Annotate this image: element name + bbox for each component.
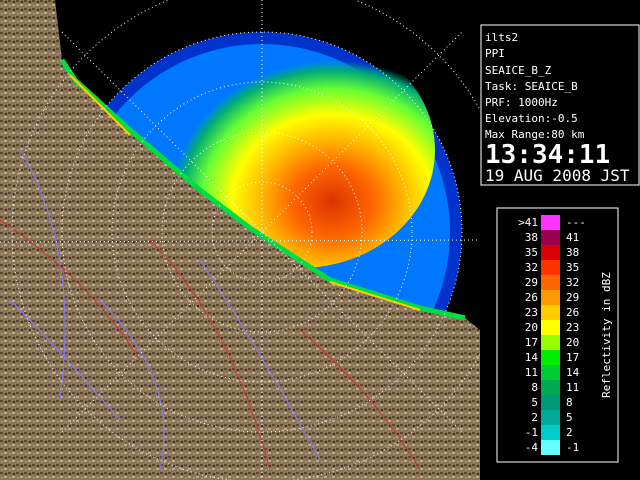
legend-swatch [541, 290, 560, 305]
legend-high: 29 [566, 291, 579, 304]
product: SEAICE_B_Z [485, 64, 552, 77]
elevation: Elevation:-0.5 [485, 112, 578, 125]
legend-low: 14 [525, 351, 539, 364]
info-box [480, 24, 640, 186]
legend-high: 32 [566, 276, 579, 289]
station: ilts2 [485, 31, 518, 44]
legend-swatch [541, 350, 560, 365]
legend-low: 35 [525, 246, 538, 259]
legend-swatch [541, 440, 560, 455]
sea-echo [165, 32, 435, 268]
legend-swatch [541, 365, 560, 380]
coast-clutter-strong [69, 74, 421, 311]
prf: PRF: 1000Hz [485, 96, 558, 109]
legend-low: 38 [525, 231, 538, 244]
range-rings [0, 0, 480, 480]
legend-swatch [541, 380, 560, 395]
legend-swatch [541, 215, 560, 230]
roads [0, 219, 421, 471]
legend-high: 17 [566, 351, 579, 364]
date: 19 AUG 2008 JST [485, 166, 630, 185]
legend-swatch [541, 425, 560, 440]
legend-swatch [541, 230, 560, 245]
legend-low: 2 [531, 411, 538, 424]
legend-high: --- [566, 216, 586, 229]
legend-swatch [541, 320, 560, 335]
legend-high: 41 [566, 231, 579, 244]
legend-swatch [541, 335, 560, 350]
legend-low: 29 [525, 276, 538, 289]
legend-swatch [541, 410, 560, 425]
legend-high: -1 [566, 441, 579, 454]
legend-low: 5 [531, 396, 538, 409]
legend-high: 8 [566, 396, 573, 409]
legend-high: 5 [566, 411, 573, 424]
legend-low: 8 [531, 381, 538, 394]
max-range: Max Range:80 km [485, 128, 585, 141]
legend-high: 20 [566, 336, 579, 349]
legend-high: 38 [566, 246, 579, 259]
radar-image [0, 0, 480, 480]
legend-low: 32 [525, 261, 538, 274]
legend-high: 2 [566, 426, 573, 439]
time: 13:34:11 [485, 140, 610, 170]
land [0, 0, 480, 480]
legend-high: 14 [566, 366, 580, 379]
legend-high: 35 [566, 261, 579, 274]
legend-high: 23 [566, 321, 579, 334]
legend-swatch [541, 395, 560, 410]
legend-swatch [541, 275, 560, 290]
legend-low: -4 [525, 441, 539, 454]
legend-low: 17 [525, 336, 538, 349]
legend-swatch [541, 305, 560, 320]
legend-swatch [541, 245, 560, 260]
rivers [9, 149, 321, 471]
legend-swatch [541, 260, 560, 275]
legend-high: 26 [566, 306, 579, 319]
legend-low: 23 [525, 306, 538, 319]
mode: PPI [485, 47, 505, 60]
legend-low: >41 [518, 216, 538, 229]
task: Task: SEAICE_B [485, 80, 578, 93]
legend-low: -1 [525, 426, 538, 439]
legend-low: 26 [525, 291, 538, 304]
legend-low: 20 [525, 321, 538, 334]
legend-low: 11 [525, 366, 538, 379]
legend-high: 11 [566, 381, 579, 394]
legend-title: Reflectivity in dBZ [600, 272, 613, 398]
